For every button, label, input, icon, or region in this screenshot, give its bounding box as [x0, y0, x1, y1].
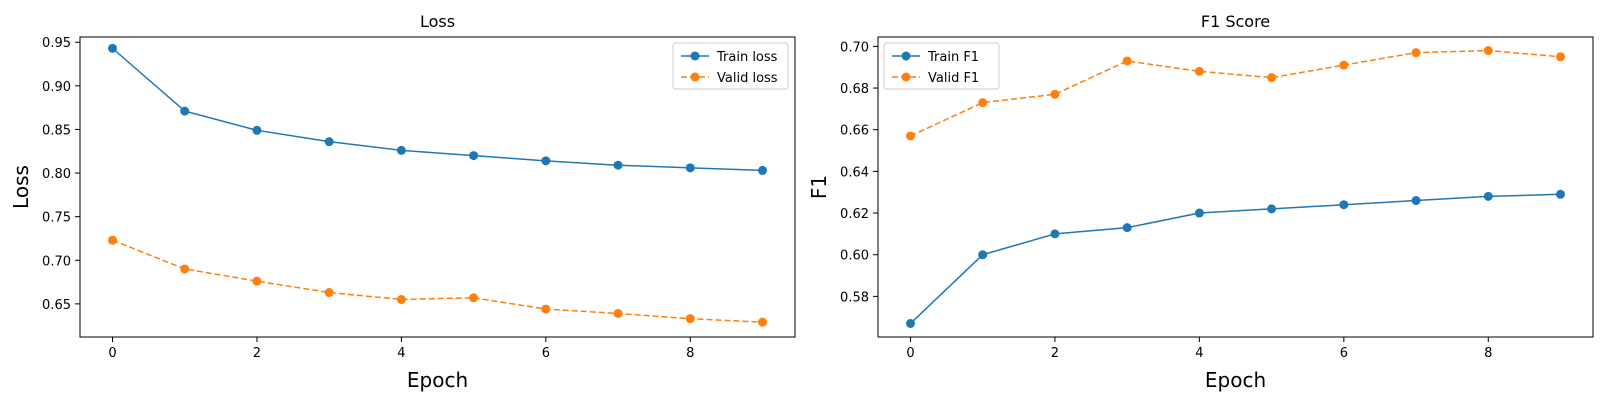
data-point	[1050, 229, 1060, 239]
data-point	[396, 145, 406, 155]
x-tick-label: 6	[542, 346, 550, 361]
y-tick-label: 0.80	[42, 167, 71, 182]
data-point	[685, 163, 695, 173]
data-point	[685, 314, 695, 324]
chart-title: F1 Score	[1201, 12, 1270, 31]
x-axis-label: Epoch	[407, 368, 468, 392]
data-point	[396, 295, 406, 304]
legend-label: Valid loss	[717, 71, 778, 86]
series-line-valid-f1	[910, 49, 1561, 137]
y-axis-label: Loss	[9, 165, 33, 209]
legend: Train F1 Valid F1	[883, 42, 1000, 90]
data-point	[978, 98, 988, 108]
y-tick-label: 0.70	[840, 40, 869, 55]
data-point	[1483, 46, 1493, 56]
data-point	[108, 235, 117, 245]
data-point	[1122, 56, 1132, 66]
legend-label: Train loss	[716, 50, 778, 65]
x-tick-label: 6	[1340, 346, 1348, 361]
data-point	[469, 293, 479, 303]
y-tick-label: 0.58	[840, 290, 869, 305]
y-tick-label: 0.70	[42, 254, 71, 269]
chart-title: Loss	[420, 12, 455, 31]
y-tick-label: 0.60	[840, 249, 869, 264]
data-point	[541, 304, 551, 314]
plot-frame	[877, 36, 1594, 338]
data-point	[1122, 223, 1132, 233]
plot-frame	[79, 36, 796, 338]
x-tick-label: 8	[686, 346, 694, 361]
y-tick-label: 0.64	[840, 165, 869, 180]
data-point	[324, 137, 334, 147]
x-tick-label: 2	[1051, 346, 1059, 361]
x-tick-label: 8	[1484, 346, 1492, 361]
data-point	[1556, 52, 1565, 62]
legend: Train loss Valid loss	[672, 42, 789, 90]
data-point	[1194, 208, 1204, 218]
data-point	[1556, 189, 1565, 199]
x-axis-label: Epoch	[1205, 368, 1266, 392]
data-point	[469, 151, 479, 161]
data-point	[252, 276, 262, 286]
legend-swatch-marker	[690, 72, 700, 82]
y-tick-label: 0.62	[840, 207, 869, 222]
legend-swatch-marker	[901, 72, 911, 82]
data-point	[180, 264, 190, 274]
data-point	[1267, 204, 1277, 214]
y-tick-label: 0.68	[840, 82, 869, 97]
legend-swatch-marker	[690, 51, 700, 61]
y-tick-label: 0.95	[42, 36, 71, 51]
f1-chart-panel: F1 Score 0 2 4 6 8 0.58 0.60 0.62 0.64 0.66 0.68 0.7…	[807, 12, 1594, 392]
data-point	[1050, 89, 1060, 99]
data-point	[758, 317, 767, 327]
series-line-train-f1	[909, 193, 1561, 325]
data-point	[1411, 48, 1421, 58]
data-point	[978, 250, 988, 260]
data-point	[1194, 66, 1204, 76]
y-tick-label: 0.90	[42, 80, 71, 95]
data-point	[1483, 191, 1493, 201]
x-tick-label: 2	[253, 346, 261, 361]
data-point	[906, 131, 915, 141]
data-point	[108, 43, 117, 53]
y-tick-label: 0.85	[42, 123, 71, 138]
data-point	[252, 125, 262, 135]
y-tick-label: 0.75	[42, 211, 71, 226]
y-tick-label: 0.65	[42, 298, 71, 313]
data-point	[1267, 73, 1277, 83]
x-tick-label: 0	[906, 346, 914, 361]
legend-label: Valid F1	[928, 71, 979, 86]
data-point	[1339, 60, 1349, 70]
y-axis-label: F1	[807, 175, 831, 199]
series-line-train-loss	[112, 47, 763, 172]
legend-label: Train F1	[927, 50, 979, 65]
data-point	[1411, 196, 1421, 206]
x-tick-label: 4	[1195, 346, 1203, 361]
data-point	[758, 165, 767, 175]
x-tick-label: 0	[108, 346, 116, 361]
series-line-valid-loss	[112, 239, 763, 323]
data-point	[541, 156, 551, 166]
data-point	[613, 160, 623, 170]
x-tick-label: 4	[397, 346, 405, 361]
data-point	[906, 318, 915, 328]
loss-chart-panel: Loss 0 2 4 6 8 0.65 0.70 0.75 0.80 0.85 0.90 0.95 Epo…	[9, 12, 796, 392]
data-point	[324, 288, 334, 298]
legend-swatch-marker	[901, 51, 911, 61]
data-point	[180, 106, 190, 116]
y-tick-label: 0.66	[840, 124, 869, 139]
data-point	[1339, 200, 1349, 210]
data-point	[613, 308, 623, 318]
